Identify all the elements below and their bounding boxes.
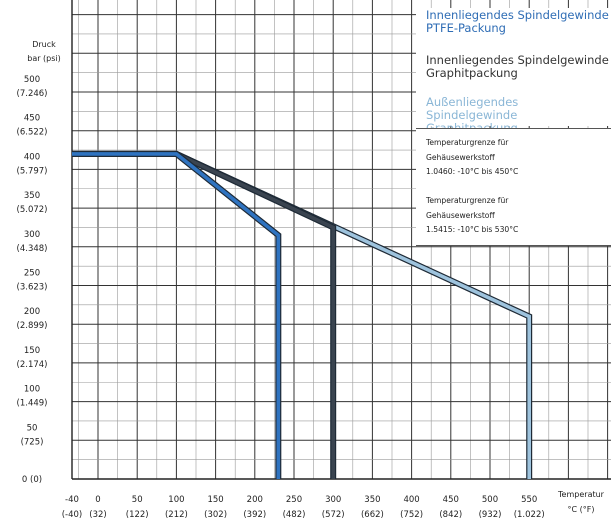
series-line [72, 152, 281, 479]
x-tick-label-celsius: 0 [95, 495, 100, 505]
y-tick-label-bar: 500 [24, 75, 40, 85]
x-tick-label-fahrenheit: (1.022) [514, 510, 545, 520]
note-box-1: Temperaturgrenze für Gehäusewerkstoff 1.… [416, 128, 611, 188]
x-tick-label-fahrenheit: (122) [126, 510, 149, 520]
x-tick-label-celsius: 150 [207, 495, 223, 505]
series-layer [72, 150, 533, 479]
legend-item-inner-ptfe: Innenliegendes Spindelgewinde PTFE-Packu… [426, 9, 611, 35]
y-axis-title-line2: bar (psi) [27, 54, 61, 63]
x-tick-label-celsius: 400 [403, 495, 419, 505]
y-tick-label-bar: 450 [24, 114, 40, 124]
y-tick-label-psi: (5.797) [17, 166, 48, 176]
legend-item-inner-graphite: Innenliegendes Spindelgewinde Graphitpac… [426, 54, 611, 80]
legend-item-label-line1: Innenliegendes Spindelgewinde [426, 53, 609, 67]
x-tick-label-fahrenheit: (662) [361, 510, 384, 520]
note-line: 1.5415: -10°C bis 530°C [426, 225, 519, 234]
x-tick-label-celsius: 250 [286, 495, 302, 505]
y-tick-label-bar: 400 [24, 152, 40, 162]
series-line-outline [72, 150, 282, 479]
y-tick-label-bar: 0 (0) [22, 475, 42, 485]
y-tick-label-bar: 200 [24, 307, 40, 317]
x-tick-label-fahrenheit: (302) [204, 510, 227, 520]
x-tick-label-celsius: 450 [443, 495, 459, 505]
note-line: Gehäusewerkstoff [426, 152, 495, 162]
y-tick-label-psi: (725) [21, 437, 44, 447]
legend-item-label-line1: Außenliegendes Spindelgewinde [426, 95, 519, 122]
legend-item-label-line1: Innenliegendes Spindelgewinde [426, 8, 609, 22]
y-tick-label-bar: 50 [27, 423, 38, 433]
x-tick-label-fahrenheit: (212) [165, 510, 188, 520]
y-tick-label-psi: (4.348) [17, 244, 48, 254]
x-tick-label-fahrenheit: (842) [439, 510, 462, 520]
legend [416, 8, 611, 126]
x-axis-title-line2: °C (°F) [568, 505, 595, 514]
x-tick-label-fahrenheit: (-40) [62, 510, 83, 520]
x-tick-label-celsius: 200 [247, 495, 263, 505]
x-tick-label-fahrenheit: (932) [479, 510, 502, 520]
legend-item-label-line2: Graphitpackung [426, 66, 518, 80]
note-line: Temperaturgrenze für [426, 138, 509, 147]
y-tick-label-bar: 100 [24, 385, 40, 395]
x-tick-label-fahrenheit: (752) [400, 510, 423, 520]
y-tick-label-bar: 350 [24, 191, 40, 201]
y-axis-ticks: 0 (0) 50 (725) 100 (1.449) 150 (2.174) 200 (2.89… [17, 75, 48, 485]
y-tick-label-psi: (6.522) [17, 128, 48, 138]
x-tick-label-celsius: 500 [482, 495, 498, 505]
x-tick-label-celsius: 550 [521, 495, 537, 505]
x-tick-label-celsius: 100 [168, 495, 184, 505]
note-line: Gehäusewerkstoff [426, 210, 495, 220]
x-axis-ticks: -40 (-40) 0 (32) 50 (122) 100 (212) 150 (302) 200 (… [62, 495, 545, 520]
y-tick-label-bar: 150 [24, 346, 40, 356]
x-tick-label-fahrenheit: (392) [243, 510, 266, 520]
note-line: Temperaturgrenze für [426, 196, 509, 205]
y-tick-label-psi: (3.623) [17, 283, 48, 293]
note-box-2: Temperaturgrenze für Gehäusewerkstoff 1.… [416, 187, 611, 246]
y-tick-label-psi: (5.072) [17, 205, 48, 215]
legend-item-label-line2: PTFE-Packung [426, 21, 506, 35]
note-text: Temperaturgrenze für Gehäusewerkstoff 1.… [416, 129, 611, 180]
x-tick-label-celsius: 50 [132, 495, 143, 505]
x-tick-label-celsius: 350 [364, 495, 380, 505]
y-tick-label-psi: (2.174) [17, 360, 48, 370]
y-tick-label-psi: (2.899) [17, 321, 48, 331]
y-tick-label-psi: (1.449) [17, 399, 48, 409]
note-line: 1.0460: -10°C bis 450°C [426, 167, 519, 176]
y-tick-label-psi: (7.246) [17, 89, 48, 99]
y-tick-label-bar: 250 [24, 269, 40, 279]
x-tick-label-fahrenheit: (32) [89, 510, 106, 520]
x-axis-title-line1: Temperatur [557, 490, 605, 499]
x-tick-label-fahrenheit: (572) [322, 510, 345, 520]
note-text: Temperaturgrenze für Gehäusewerkstoff 1.… [416, 187, 611, 238]
x-tick-label-celsius: 300 [325, 495, 341, 505]
x-tick-label-celsius: -40 [65, 495, 79, 505]
y-axis-title-line1: Druck [32, 40, 56, 49]
x-tick-label-fahrenheit: (482) [283, 510, 306, 520]
y-tick-label-bar: 300 [24, 230, 40, 240]
